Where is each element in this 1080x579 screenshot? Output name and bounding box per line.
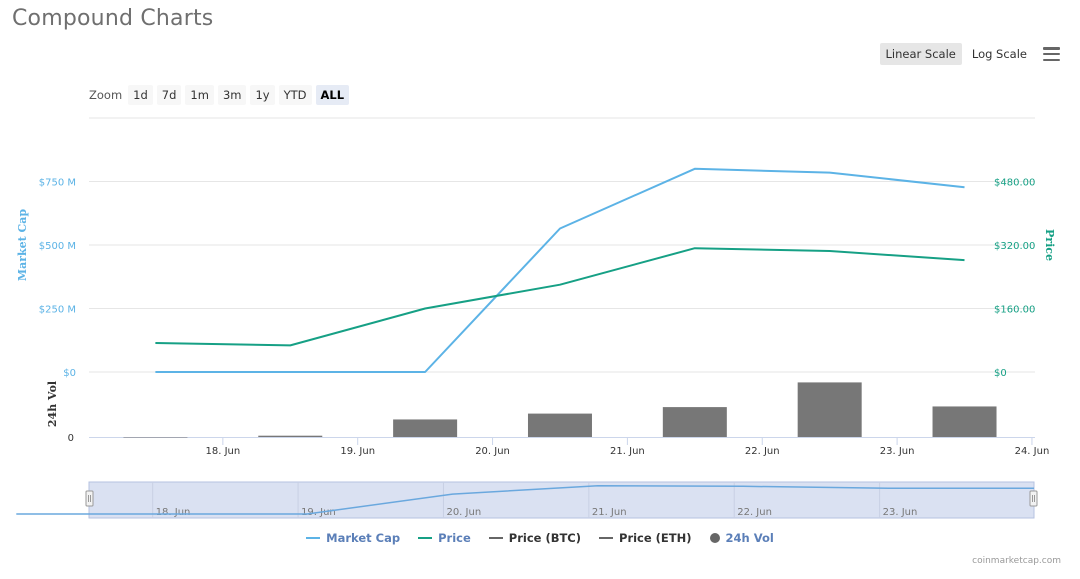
legend-item-price[interactable]: Price <box>418 531 471 545</box>
right-axis-tick-label: $160.00 <box>994 305 1035 316</box>
zoom-1y-button[interactable]: 1y <box>250 85 275 105</box>
legend-label-price-btc: Price (BTC) <box>508 531 582 545</box>
volume-bar <box>797 382 862 437</box>
zoom-3m-button[interactable]: 3m <box>217 85 247 105</box>
left-axis-tick-label: $500 M <box>39 241 76 252</box>
navigator-right-handle[interactable] <box>1029 490 1038 507</box>
legend-label-price: Price <box>438 531 471 545</box>
legend-label-price-eth: Price (ETH) <box>619 531 692 545</box>
legend-item-price-btc[interactable]: Price (BTC) <box>488 531 582 545</box>
navigator-tick-label: 18. Jun <box>156 507 191 518</box>
legend: Market Cap Price Price (BTC) Price (ETH)… <box>0 531 1080 545</box>
zoom-label: Zoom <box>89 88 123 102</box>
zoom-1m-button[interactable]: 1m <box>185 85 214 105</box>
legend-item-price-eth[interactable]: Price (ETH) <box>599 531 692 545</box>
hamburger-menu-icon[interactable] <box>1043 47 1060 61</box>
legend-swatch-price <box>418 537 433 539</box>
scale-toggle: Linear Scale Log Scale <box>879 42 1060 66</box>
legend-item-24h-vol[interactable]: 24h Vol <box>709 531 774 545</box>
volume-bar <box>393 419 458 437</box>
x-tick-label: 20. Jun <box>475 446 510 457</box>
log-scale-button[interactable]: Log Scale <box>971 47 1027 61</box>
left-axis-tick-label: $750 M <box>39 178 76 189</box>
navigator-tick-label: 22. Jun <box>737 507 772 518</box>
navigator-tick-label: 20. Jun <box>446 507 481 518</box>
linear-scale-button[interactable]: Linear Scale <box>879 43 962 65</box>
left-axis-tick-label: $250 M <box>39 305 76 316</box>
navigator-tick-label: 23. Jun <box>883 507 918 518</box>
page-title: Compound Charts <box>12 6 214 31</box>
volume-bar <box>258 435 323 437</box>
zoom-ytd-button[interactable]: YTD <box>278 85 312 105</box>
x-tick-label: 23. Jun <box>880 446 915 457</box>
x-tick-label: 19. Jun <box>340 446 375 457</box>
legend-swatch-price-btc <box>488 537 503 539</box>
volume-bar <box>932 406 997 437</box>
legend-label-24h-vol: 24h Vol <box>725 531 774 545</box>
market-cap-line <box>155 167 965 373</box>
volume-bar <box>527 413 592 437</box>
zoom-1d-button[interactable]: 1d <box>128 85 153 105</box>
credit-link[interactable]: coinmarketcap.com <box>972 556 1061 566</box>
left-axis-tick-label: $0 <box>63 368 76 379</box>
volume-axis-title: 24h Vol <box>46 381 59 427</box>
left-axis-title: Market Cap <box>16 209 29 282</box>
navigator-tick-label: 21. Jun <box>592 507 627 518</box>
zoom-bar: Zoom 1d 7d 1m 3m 1y YTD ALL <box>89 85 350 105</box>
legend-label-market-cap: Market Cap <box>326 531 401 545</box>
right-axis-tick-label: $320.00 <box>994 241 1035 252</box>
volume-bar <box>662 407 727 437</box>
right-axis-title: Price <box>1043 229 1056 261</box>
legend-item-market-cap[interactable]: Market Cap <box>306 531 400 545</box>
right-axis-tick-label: $0 <box>994 368 1007 379</box>
navigator-left-handle[interactable] <box>85 490 94 507</box>
volume-bar <box>123 437 188 438</box>
legend-dot-24h-vol <box>709 533 720 543</box>
x-tick-label: 21. Jun <box>610 446 645 457</box>
zoom-7d-button[interactable]: 7d <box>156 85 182 105</box>
right-axis-tick-label: $480.00 <box>994 178 1035 189</box>
x-tick-label: 18. Jun <box>205 446 240 457</box>
legend-swatch-price-eth <box>599 537 614 539</box>
price-line <box>155 247 965 347</box>
legend-swatch-market-cap <box>306 537 321 539</box>
volume-axis-tick-label: 0 <box>68 433 74 444</box>
x-tick-label: 22. Jun <box>745 446 780 457</box>
x-tick-label: 24. Jun <box>1015 446 1050 457</box>
zoom-all-button[interactable]: ALL <box>315 85 350 105</box>
navigator-series-line <box>16 485 1034 515</box>
